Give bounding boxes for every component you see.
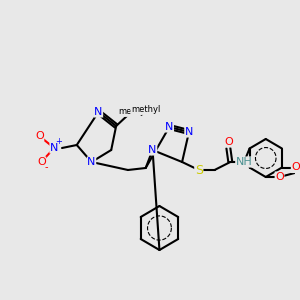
Text: methyl: methyl <box>118 107 148 116</box>
Text: +: + <box>56 137 62 146</box>
Text: N: N <box>148 145 157 155</box>
Text: O: O <box>35 131 44 141</box>
Text: NH: NH <box>236 157 253 167</box>
Text: N: N <box>87 157 96 167</box>
Text: N: N <box>50 143 58 153</box>
Text: N: N <box>165 122 173 132</box>
Text: O: O <box>275 172 284 182</box>
Text: N: N <box>185 127 193 137</box>
Text: methyl: methyl <box>131 106 160 115</box>
Text: -: - <box>44 162 48 172</box>
Text: O: O <box>224 137 233 147</box>
Text: O: O <box>291 163 300 172</box>
Text: O: O <box>37 157 46 167</box>
Text: N: N <box>94 107 103 117</box>
Text: S: S <box>195 164 203 176</box>
